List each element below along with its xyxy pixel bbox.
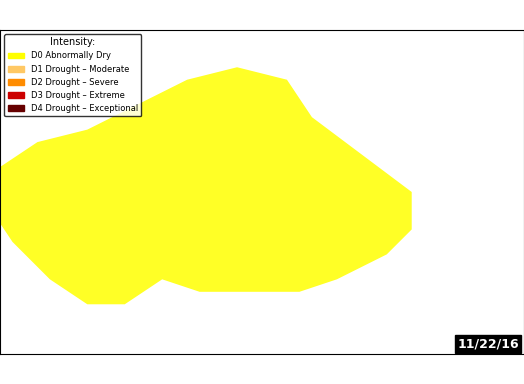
Text: 11/22/16: 11/22/16 [457,338,519,351]
Polygon shape [0,67,412,304]
Legend: D0 Abnormally Dry, D1 Drought – Moderate, D2 Drought – Severe, D3 Drought – Extr: D0 Abnormally Dry, D1 Drought – Moderate… [4,34,141,116]
